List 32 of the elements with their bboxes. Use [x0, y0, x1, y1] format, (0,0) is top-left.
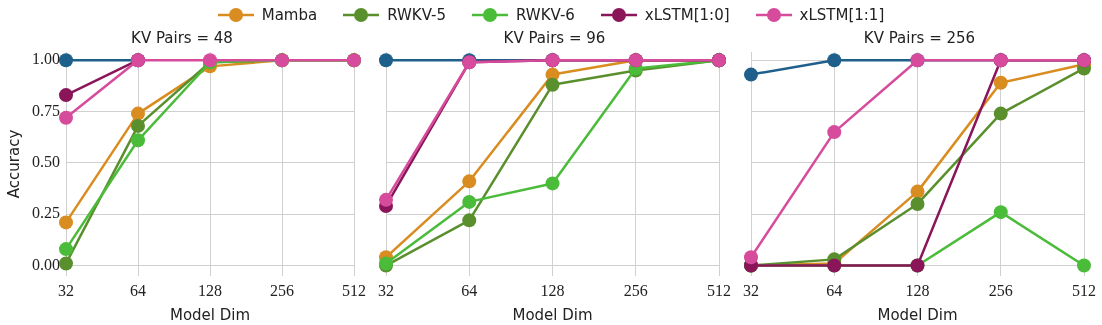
x-tick-label: 512 — [342, 281, 366, 299]
y-tick-label: 0.00 — [32, 255, 60, 273]
legend-label: RWKV-5 — [387, 6, 447, 24]
y-tick-label: 1.00 — [32, 50, 60, 68]
chart-title: KV Pairs = 48 — [131, 28, 233, 47]
chart-title: KV Pairs = 96 — [503, 28, 606, 47]
legend-label: xLSTM[1:0] — [644, 6, 730, 24]
x-tick-label: 256 — [988, 281, 1013, 299]
x-tick-label: 32 — [58, 281, 74, 299]
y-tick-label: 0.25 — [32, 204, 60, 222]
x-tick-label: 32 — [743, 281, 759, 299]
x-axis-title: Model Dim — [512, 305, 593, 324]
legend-label: RWKV-6 — [516, 6, 575, 24]
y-axis-title: Accuracy — [4, 129, 23, 199]
legend-label: Mamba — [261, 6, 318, 24]
x-tick-label: 64 — [826, 281, 843, 299]
x-tick-label: 256 — [270, 281, 294, 299]
y-tick-label: 0.50 — [32, 153, 60, 171]
x-axis-title: Model Dim — [169, 305, 251, 324]
x-axis-title: Model Dim — [877, 305, 958, 324]
x-tick-label: 256 — [623, 281, 648, 299]
x-tick-label: 512 — [1072, 281, 1096, 299]
x-tick-label: 512 — [707, 281, 731, 299]
x-tick-label: 128 — [905, 281, 930, 299]
x-tick-label: 64 — [130, 281, 146, 299]
x-tick-label: 64 — [461, 281, 478, 299]
x-tick-label: 32 — [378, 281, 394, 299]
legend-label: xLSTM[1:1] — [799, 6, 885, 24]
chart-title: KV Pairs = 256 — [863, 28, 976, 47]
y-tick-label: 0.75 — [32, 101, 60, 119]
x-tick-label: 128 — [540, 281, 565, 299]
x-tick-label: 128 — [198, 281, 222, 299]
